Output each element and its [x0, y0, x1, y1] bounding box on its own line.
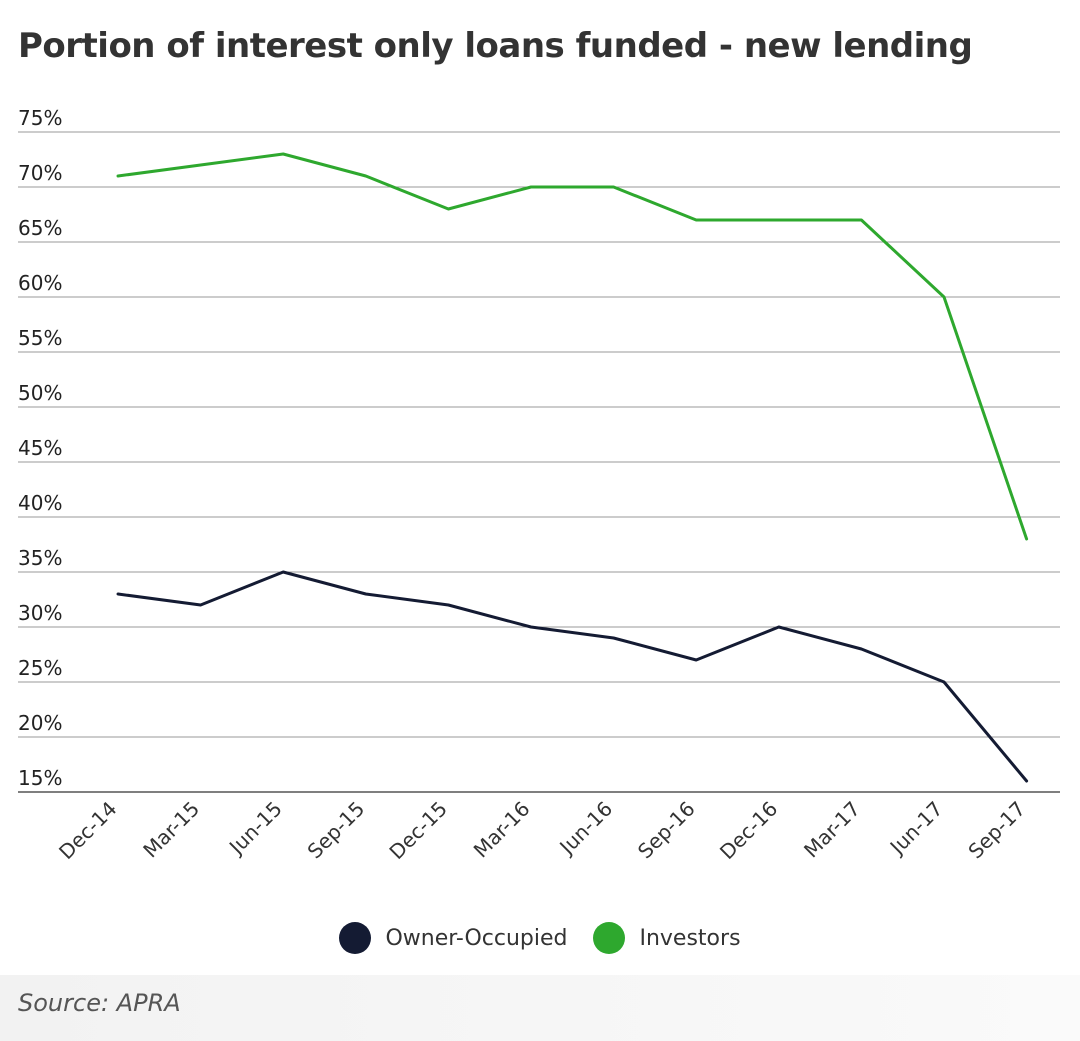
x-tick-label: Jun-15 — [223, 797, 287, 861]
legend-marker-icon — [593, 922, 626, 954]
source-footer: Source: APRA — [0, 975, 1080, 1041]
y-tick-label: 25% — [18, 656, 62, 680]
x-tick-label: Jun-16 — [554, 797, 618, 861]
y-tick-label: 50% — [18, 381, 62, 405]
y-tick-label: 55% — [18, 326, 62, 350]
x-tick-label: Sep-15 — [303, 797, 370, 864]
series-lines — [116, 152, 1029, 783]
y-tick-label: 70% — [18, 161, 62, 185]
y-tick-label: 20% — [18, 711, 62, 735]
x-tick-label: Dec-15 — [384, 797, 451, 864]
legend-marker-icon — [339, 922, 372, 954]
x-tick-label: Mar-17 — [799, 797, 865, 863]
x-tick-label: Mar-16 — [469, 797, 535, 863]
y-tick-label: 75% — [18, 106, 62, 130]
legend-label: Investors — [639, 925, 741, 951]
series-line-investors — [116, 152, 1029, 541]
x-tick-label: Sep-17 — [963, 797, 1030, 864]
legend: Owner-Occupied Investors — [0, 922, 1080, 954]
x-tick-label: Dec-14 — [54, 797, 121, 864]
x-tick-label: Sep-16 — [633, 797, 700, 864]
legend-item[interactable]: Owner-Occupied — [339, 922, 567, 954]
chart-title: Portion of interest only loans funded - … — [18, 26, 973, 66]
x-tick-label: Mar-15 — [138, 797, 204, 863]
y-tick-label: 65% — [18, 216, 62, 240]
y-tick-label: 30% — [18, 601, 62, 625]
y-tick-label: 60% — [18, 271, 62, 295]
x-tick-label: Dec-16 — [715, 797, 782, 864]
x-tick-label: Jun-17 — [884, 797, 948, 861]
series-line-owner-occupied — [116, 570, 1029, 783]
x-axis-labels: Dec-14 Mar-15 Jun-15 Sep-15 Dec-15 Mar-16 Jun-… — [54, 797, 1030, 864]
line-chart: 15%20%25%30%35%40%45%50%55%60%65%70%75% … — [18, 106, 1060, 864]
y-tick-label: 45% — [18, 436, 62, 460]
y-tick-label: 15% — [18, 766, 62, 790]
legend-item[interactable]: Investors — [593, 922, 741, 954]
y-axis-labels: 15% 20% 25% 30% 35% 40% 45% 50% 55% 60% 65% 70% 75% — [18, 106, 62, 790]
source-note: Source: APRA — [18, 989, 181, 1017]
gridlines — [18, 131, 1060, 793]
legend-label: Owner-Occupied — [385, 925, 568, 951]
y-tick-label: 40% — [18, 491, 62, 515]
y-tick-label: 35% — [18, 546, 62, 570]
